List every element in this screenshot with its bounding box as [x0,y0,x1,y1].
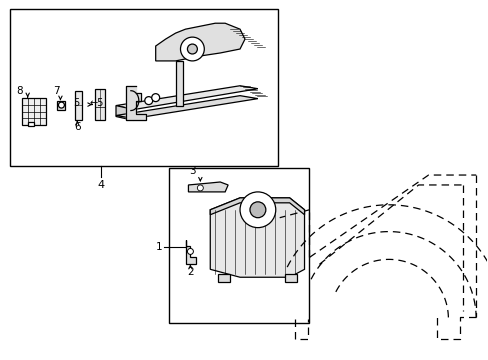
Circle shape [249,202,265,218]
Circle shape [197,185,203,191]
Circle shape [240,192,275,228]
Circle shape [187,248,193,255]
Polygon shape [210,198,304,277]
Bar [57,100,65,109]
Text: ←5: ←5 [89,98,103,108]
Text: 3: 3 [189,166,195,176]
Bar [284,274,296,282]
Text: 7: 7 [53,86,60,96]
Bar [95,89,105,121]
Text: 4: 4 [97,180,104,190]
Circle shape [59,102,64,108]
Bar [175,61,183,105]
Bar [218,274,230,282]
Text: 2: 2 [187,267,193,277]
Polygon shape [155,23,244,61]
Bar [168,168,309,323]
Polygon shape [126,86,145,121]
Polygon shape [186,239,196,264]
Polygon shape [116,105,134,121]
Polygon shape [116,86,257,109]
Circle shape [151,94,160,102]
Text: 6: 6 [74,122,81,132]
Text: 1: 1 [156,243,163,252]
Circle shape [187,44,197,54]
Polygon shape [116,96,257,118]
Bar [21,98,45,125]
Polygon shape [210,198,304,215]
Text: 8: 8 [17,86,23,96]
Polygon shape [188,182,228,192]
Bar [28,122,34,126]
Circle shape [180,37,204,61]
Bar [10,9,277,166]
Bar [75,91,82,121]
Circle shape [144,96,152,105]
Text: 5: 5 [73,98,79,108]
